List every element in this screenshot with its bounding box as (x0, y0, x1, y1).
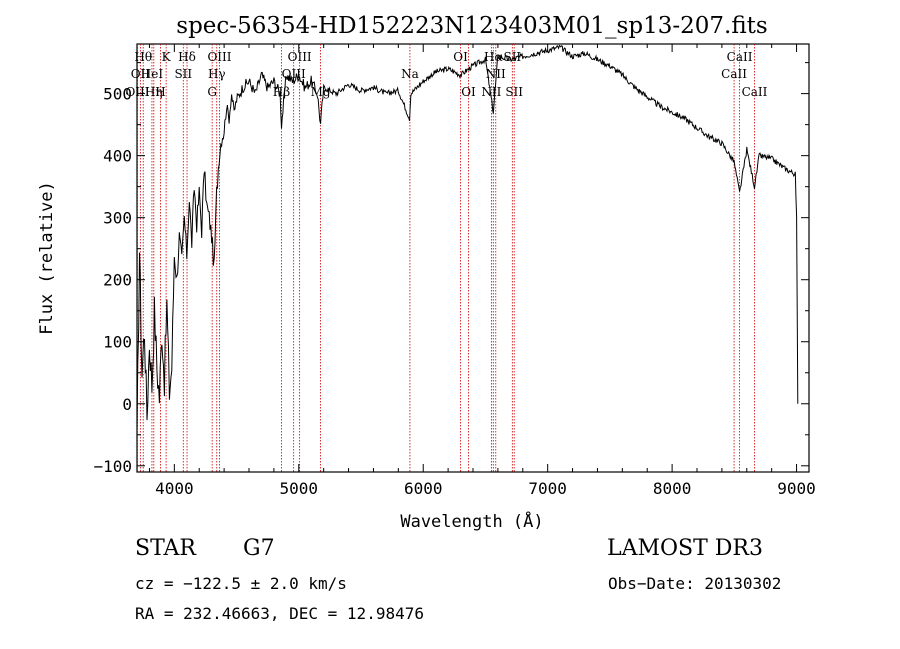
redshift-text: cz = −122.5 ± 2.0 km/s (135, 574, 347, 593)
plot-frame (136, 43, 810, 473)
spectral-line-label: NII (481, 85, 501, 99)
coordinates-text: RA = 232.46663, DEC = 12.98476 (135, 604, 424, 623)
x-tick-label: 6000 (404, 479, 443, 498)
x-tick-label: 8000 (653, 479, 692, 498)
y-axis-label: Flux (relative) (37, 181, 57, 335)
x-axis-label: Wavelength (Å) (400, 510, 543, 532)
spectral-line-label: CaII (742, 85, 768, 99)
spectral-line-label: OI (453, 50, 468, 64)
x-tick-label: 7000 (528, 479, 567, 498)
x-tick-label: 4000 (155, 479, 194, 498)
spectral-line-label: OIII (288, 50, 312, 64)
spectral-line-label: Mg (311, 85, 331, 99)
y-tick-label: 400 (103, 147, 132, 166)
spectral-line-label: G (207, 85, 217, 99)
y-tick-label: 500 (103, 85, 132, 104)
object-type: STAR (135, 536, 196, 561)
y-tick-label: 300 (103, 209, 132, 228)
survey-name: LAMOST DR3 (607, 536, 763, 561)
chart-title: spec-56354-HD152223N123403M01_sp13-207.f… (176, 13, 767, 39)
flux-series-line (136, 44, 799, 427)
spectral-line-label: OI (461, 85, 476, 99)
spectral-line-label: OIII (125, 85, 149, 99)
spectral-line-label: OII (131, 67, 151, 81)
x-tick-label: 9000 (777, 479, 816, 498)
spectral-line-label: Hα (484, 50, 503, 64)
spectral-line-labels: OIIIOIIHθHeIHηHKSIIHδGHγOIIIHβOIIIOIIIMg… (125, 50, 767, 99)
spectral-line-label: CaII (727, 50, 753, 64)
spectral-line-label: OIII (207, 50, 231, 64)
spectral-line-label: K (162, 50, 172, 64)
y-tick-label: 0 (122, 395, 132, 414)
spectral-line-label: Hγ (208, 67, 226, 81)
spectral-line-label: Hδ (178, 50, 196, 64)
x-axis-ticks: 4000 5000 6000 7000 8000 9000 (148, 44, 816, 498)
observation-date: Obs−Date: 20130302 (608, 574, 782, 593)
spectral-line-label: Na (401, 67, 419, 81)
spectral-line-label: H (155, 85, 165, 99)
spectral-subclass: G7 (243, 536, 275, 561)
spectral-line-label: SII (505, 85, 523, 99)
spectral-line-label: HeI (141, 67, 164, 81)
x-tick-label: 5000 (280, 479, 319, 498)
y-tick-label: 100 (103, 333, 132, 352)
spectral-line-label: Hθ (134, 50, 152, 64)
spectral-line-label: CaII (721, 67, 747, 81)
y-tick-label: 200 (103, 271, 132, 290)
spectral-line-label: Hη (145, 85, 163, 99)
y-axis-ticks: −100 0 100 200 300 400 500 (93, 62, 809, 476)
y-tick-label: −100 (93, 457, 132, 476)
spectral-line-markers (137, 44, 755, 472)
spectral-line-label: SII (174, 67, 192, 81)
